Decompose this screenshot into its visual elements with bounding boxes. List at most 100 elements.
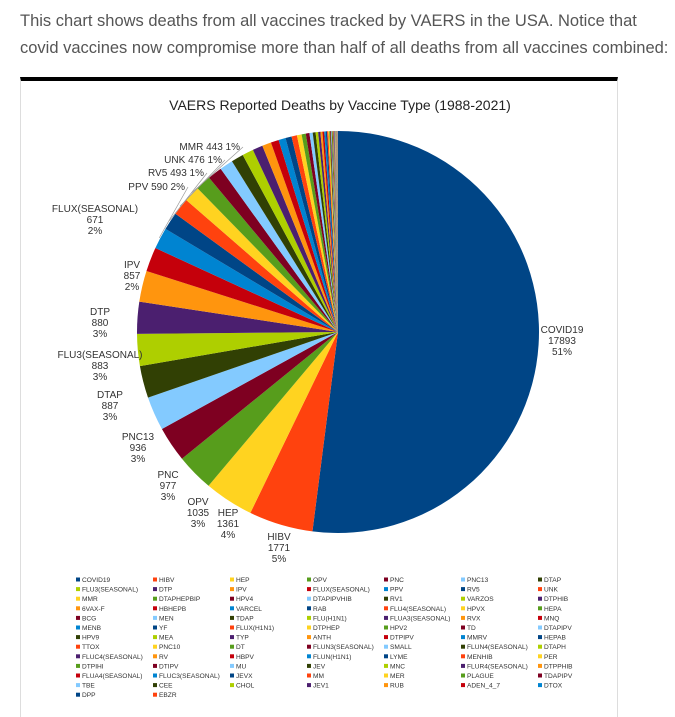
legend-item: DPP [76,692,96,699]
data-label-percent: 2% [168,182,185,193]
legend-label: IPV [236,587,247,594]
legend-label: DTAPHEPBIP [159,596,201,603]
legend-swatch [153,693,157,697]
legend-item: JEV [307,663,326,670]
legend-swatch [307,626,311,630]
legend-item: MNC [384,663,405,670]
legend-label: FLUN3(SEASONAL) [313,644,374,651]
legend-swatch [153,626,157,630]
legend-label: 6VAX-F [82,606,105,613]
legend-label: EBZR [159,692,177,699]
legend-label: DTAPIPV [544,625,572,632]
legend-item: TDAP [230,615,254,622]
legend-label: PER [544,654,558,661]
data-label-value: 1035 [187,508,210,519]
legend-swatch [76,674,80,678]
data-label: UNK 476 1% [164,155,222,166]
legend-swatch [538,645,542,649]
data-label-name: COVID19 [541,325,584,336]
legend-swatch [307,587,311,591]
data-label-percent: 3% [191,519,206,530]
legend-swatch [230,654,234,658]
legend-item: HPV2 [384,625,408,632]
legend-swatch [538,626,542,630]
legend-label: ADEN_4_7 [467,683,500,690]
data-label-value: 977 [160,481,177,492]
legend-item: PER [538,654,558,661]
legend-label: CHOL [236,683,255,690]
legend-swatch [76,654,80,658]
legend-label: PNC10 [159,644,181,651]
legend-label: HEPAB [544,635,566,642]
legend-swatch [76,664,80,668]
legend-item: HEP [230,577,250,584]
legend-swatch [538,674,542,678]
legend-item: FLUX(SEASONAL) [307,587,370,594]
legend-swatch [384,616,388,620]
legend-label: CEE [159,683,173,690]
legend-label: HPV9 [82,635,100,642]
legend-swatch [384,645,388,649]
data-label-percent: 3% [93,372,108,383]
legend-item: HBHEPB [153,606,187,613]
legend-item: MENB [76,625,102,632]
data-label-name: DTAP [97,390,123,401]
data-label-percent: 3% [161,492,176,503]
legend-swatch [538,606,542,610]
legend-item: PNC10 [153,644,181,651]
data-label-value: 936 [130,443,147,454]
legend-swatch [384,664,388,668]
legend-item: YF [153,625,167,632]
legend-item: DTAPIPV [538,625,572,632]
legend-item: HIBV [153,577,175,584]
legend-item: HPV4 [230,596,254,603]
legend-item: FLU3(SEASONAL) [76,587,138,594]
legend-swatch [76,626,80,630]
legend-swatch [76,597,80,601]
legend-label: FLUN4(SEASONAL) [467,644,528,651]
data-label-value: 671 [87,215,104,226]
legend-item: DTPPHIB [538,663,573,670]
legend-swatch [153,654,157,658]
legend-item: PNC [384,577,404,584]
legend-swatch [538,587,542,591]
legend-swatch [307,597,311,601]
legend-item: MU [230,663,246,670]
legend-item: TBE [76,683,95,690]
data-label-percent: 1% [223,142,240,153]
legend-label: MNQ [544,615,559,622]
data-label-percent: 5% [272,554,287,565]
legend-swatch [76,635,80,639]
legend-swatch [538,635,542,639]
legend-item: DTAPIPVHIB [307,596,352,603]
legend-label: MEA [159,635,174,642]
data-label-value: 17893 [548,336,576,347]
legend-item: FLUC4(SEASONAL) [76,654,143,661]
legend-label: DTPHEP [313,625,340,632]
legend-swatch [461,674,465,678]
legend-item: ANTH [307,635,331,642]
legend-item: DT [230,644,245,651]
legend-label: PPV [390,587,404,594]
legend-item: HPV9 [76,635,100,642]
legend-label: FLUC4(SEASONAL) [82,654,143,661]
legend-label: PNC [390,577,404,584]
legend-item: MEN [153,615,174,622]
legend-swatch [461,635,465,639]
legend-label: DTPIPV [390,635,414,642]
legend-swatch [307,635,311,639]
data-label-value: 1361 [217,519,240,530]
data-label-percent: 2% [88,226,103,237]
legend-label: FLUA3(SEASONAL) [390,615,450,622]
legend-item: RV [153,654,169,661]
data-label-value: 883 [92,361,109,372]
legend-item: UNK [538,587,559,594]
legend-label: HPV2 [390,625,408,632]
legend-swatch [384,674,388,678]
legend-swatch [461,587,465,591]
legend-swatch [384,578,388,582]
legend-label: DPP [82,692,96,699]
legend-swatch [76,693,80,697]
data-label: RV5 493 1% [148,168,204,179]
legend-label: HBPV [236,654,255,661]
